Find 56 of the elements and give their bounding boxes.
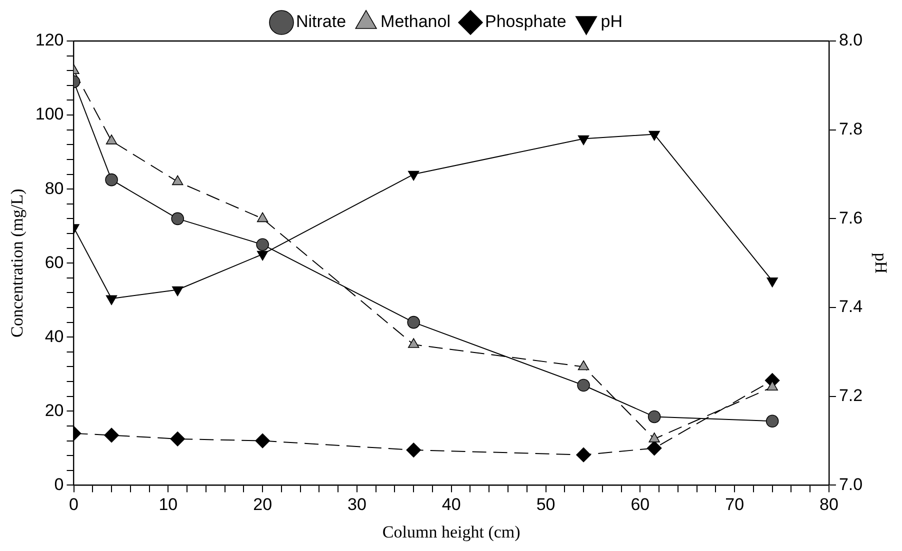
x-tick-label: 20 bbox=[253, 495, 272, 514]
x-tick-label: 10 bbox=[158, 495, 178, 514]
x-tick-label: 50 bbox=[536, 495, 556, 514]
x-tick-label: 60 bbox=[630, 495, 650, 514]
y-tick-label: 100 bbox=[35, 104, 64, 124]
y2-tick-label: 7.0 bbox=[838, 474, 863, 494]
point bbox=[106, 295, 118, 306]
point bbox=[407, 316, 420, 329]
y-tick-label: 20 bbox=[44, 400, 64, 420]
y-tick-label: 80 bbox=[44, 178, 64, 198]
x-tick-label: 30 bbox=[348, 495, 366, 514]
y2-tick-label: 7.6 bbox=[838, 208, 863, 228]
point bbox=[256, 212, 268, 222]
point bbox=[255, 433, 270, 448]
y2-tick-label: 8.0 bbox=[838, 30, 863, 50]
point bbox=[172, 175, 184, 186]
legend-label: Nitrate bbox=[296, 12, 346, 32]
point bbox=[256, 250, 268, 261]
x-tick-label: 0 bbox=[69, 495, 78, 514]
point bbox=[106, 134, 118, 144]
y2-axis-title: pH bbox=[871, 252, 890, 274]
point bbox=[256, 238, 269, 251]
y-tick-label: 0 bbox=[54, 474, 64, 494]
y2-tick-label: 7.4 bbox=[838, 297, 863, 316]
point bbox=[578, 360, 590, 370]
point bbox=[766, 380, 778, 391]
y2-tick-label: 7.2 bbox=[838, 386, 863, 406]
point bbox=[105, 173, 118, 186]
point bbox=[406, 442, 422, 458]
y2-tick-label: 7.8 bbox=[838, 120, 863, 139]
point bbox=[646, 440, 662, 456]
point bbox=[648, 432, 660, 442]
point bbox=[578, 135, 590, 146]
point bbox=[408, 338, 420, 348]
x-axis-title: Column height (cm) bbox=[382, 522, 520, 542]
legend-label: Phosphate bbox=[484, 12, 566, 32]
point bbox=[766, 414, 779, 428]
point bbox=[172, 286, 184, 296]
point bbox=[577, 378, 590, 392]
legend-label: pH bbox=[600, 12, 623, 32]
point bbox=[104, 428, 119, 443]
point bbox=[171, 212, 184, 226]
point bbox=[648, 130, 660, 141]
point bbox=[766, 277, 778, 288]
point bbox=[408, 170, 420, 181]
point bbox=[576, 447, 591, 462]
y-tick-label: 120 bbox=[35, 30, 64, 50]
y-axis-title: Concentration (mg/L) bbox=[8, 188, 27, 338]
y-tick-label: 40 bbox=[44, 326, 64, 346]
y-tick-label: 60 bbox=[44, 252, 64, 272]
point bbox=[648, 410, 661, 424]
x-tick-label: 40 bbox=[442, 495, 461, 514]
x-tick-label: 80 bbox=[820, 495, 838, 514]
x-tick-label: 70 bbox=[725, 495, 744, 514]
point bbox=[170, 432, 186, 446]
legend-label: Methanol bbox=[380, 12, 450, 32]
